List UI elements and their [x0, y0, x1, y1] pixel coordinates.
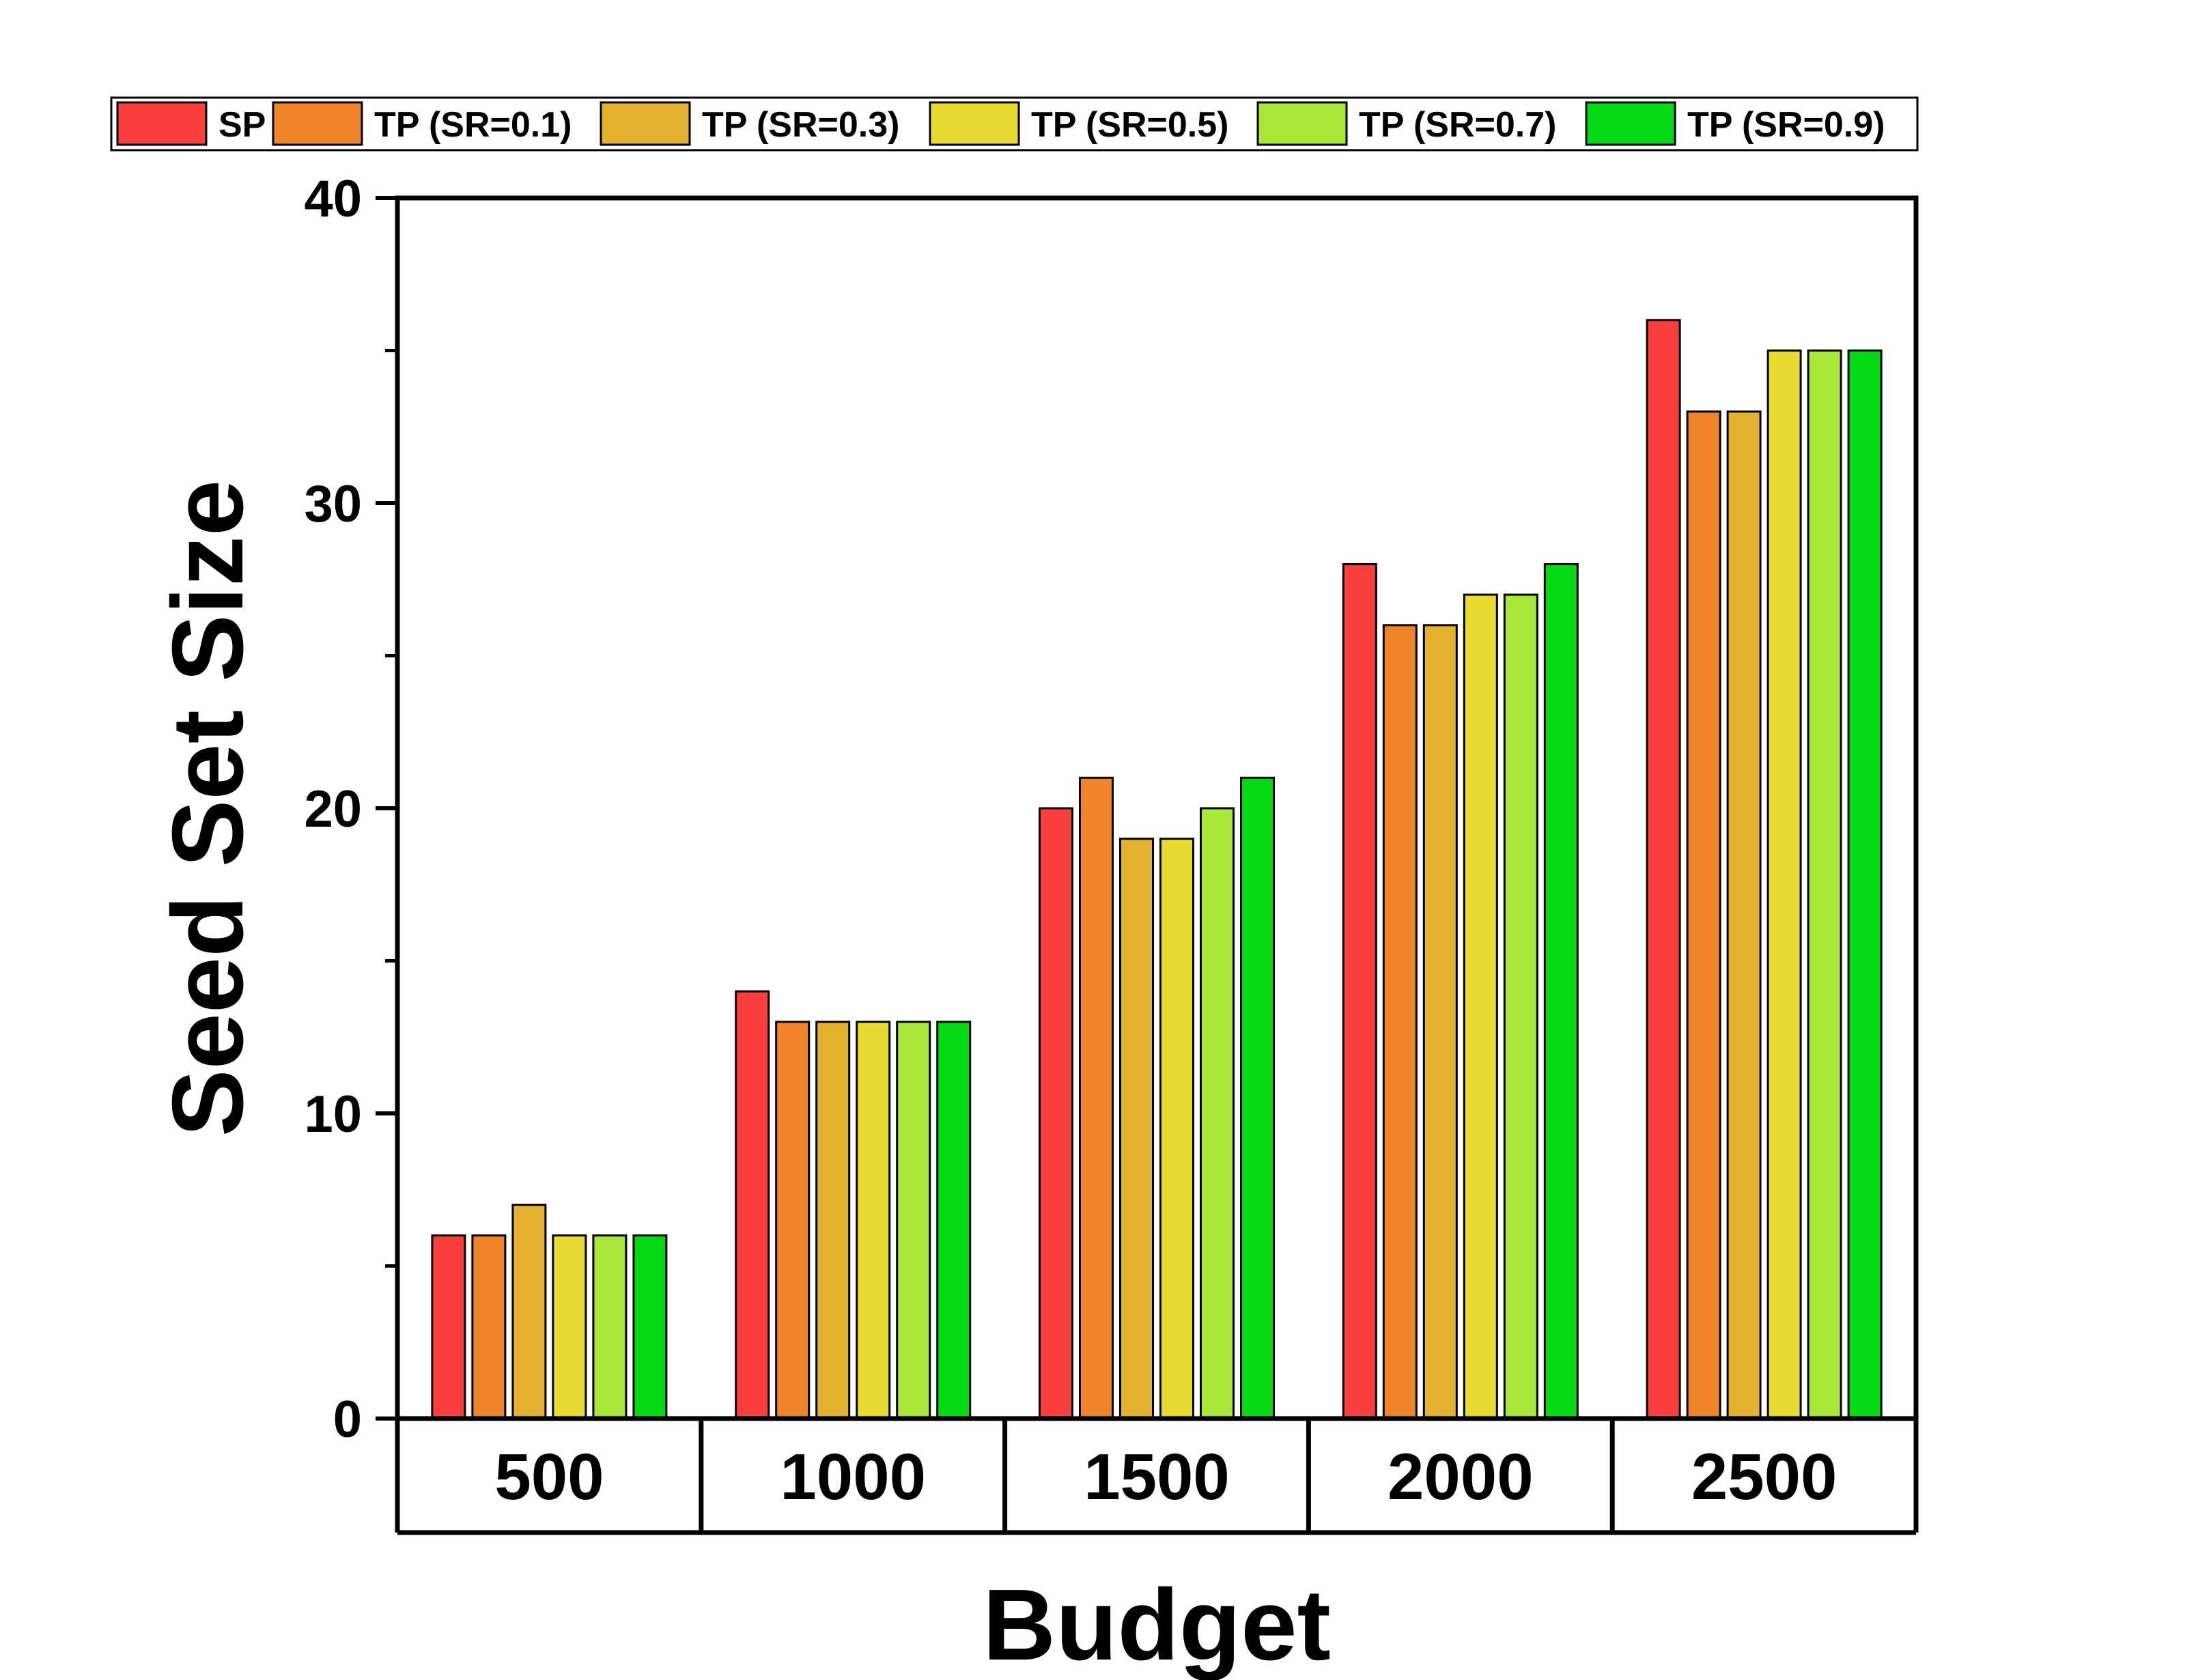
legend-label-2: TP (SR=0.3) — [702, 105, 899, 145]
legend-label-1: TP (SR=0.1) — [374, 105, 572, 145]
legend-swatch-2 — [600, 101, 691, 146]
legend-label-3: TP (SR=0.5) — [1031, 105, 1228, 145]
bar-2500-series-2 — [1726, 410, 1762, 1420]
bar-500-series-0 — [431, 1234, 466, 1420]
bar-1000-series-5 — [936, 1021, 972, 1420]
bar-2000-series-4 — [1503, 593, 1538, 1420]
bar-1500-series-1 — [1079, 776, 1114, 1420]
bar-500-series-1 — [471, 1234, 507, 1420]
bar-500-series-2 — [511, 1204, 547, 1420]
bar-2000-series-2 — [1422, 624, 1458, 1420]
y-tick-label: 20 — [304, 780, 362, 838]
x-axis-title: Budget — [983, 1569, 1331, 1680]
bar-1000-series-2 — [815, 1021, 851, 1420]
bar-2000-series-1 — [1382, 624, 1418, 1420]
y-axis: 0 10 20 30 40 — [304, 170, 397, 1449]
bar-2000-series-0 — [1342, 563, 1377, 1420]
x-tick-label: 500 — [494, 1440, 604, 1513]
legend-swatch-3 — [929, 101, 1020, 146]
bar-2500-series-1 — [1686, 410, 1721, 1420]
bar-1000-series-1 — [775, 1021, 811, 1420]
bar-1500-series-0 — [1039, 807, 1073, 1420]
bar-2500-series-4 — [1807, 350, 1842, 1420]
bar-1500-series-3 — [1159, 838, 1194, 1420]
bar-2500-series-0 — [1646, 319, 1681, 1420]
x-tick-label: 1000 — [780, 1440, 926, 1513]
bar-1000-series-0 — [735, 990, 770, 1420]
bar-500-series-5 — [632, 1234, 668, 1420]
x-tick-label: 2000 — [1388, 1440, 1534, 1513]
bar-1500-series-5 — [1240, 776, 1275, 1420]
bar-2500-series-3 — [1766, 350, 1802, 1420]
legend-label-4: TP (SR=0.7) — [1359, 105, 1556, 145]
legend-label-0: SP — [219, 105, 266, 145]
legend-label-5: TP (SR=0.9) — [1687, 105, 1885, 145]
x-tick-label: 1500 — [1084, 1440, 1230, 1513]
bar-500-series-3 — [552, 1234, 587, 1420]
bar-1500-series-4 — [1200, 807, 1235, 1420]
bar-2000-series-3 — [1463, 593, 1498, 1420]
bar-500-series-4 — [592, 1234, 628, 1420]
bar-1500-series-2 — [1119, 838, 1154, 1420]
y-tick-label: 0 — [333, 1391, 362, 1449]
y-axis-title: Seed Set Size — [152, 480, 264, 1137]
legend-swatch-5 — [1585, 101, 1676, 146]
x-tick-label: 2500 — [1691, 1440, 1838, 1513]
bar-2000-series-5 — [1543, 563, 1579, 1420]
x-axis: 500 1000 1500 2000 2500 — [395, 1419, 1919, 1535]
bars — [431, 319, 1883, 1420]
bar-1000-series-3 — [856, 1021, 891, 1420]
y-tick-label: 30 — [304, 475, 362, 533]
bar-2500-series-5 — [1847, 350, 1883, 1420]
legend-swatch-0 — [116, 101, 208, 146]
y-tick-label: 40 — [304, 170, 362, 228]
y-tick-label: 10 — [304, 1085, 362, 1143]
legend: SP TP (SR=0.1) TP (SR=0.3) TP (SR=0.5) TP (S… — [110, 96, 1919, 152]
legend-swatch-1 — [272, 101, 363, 146]
bar-1000-series-4 — [896, 1021, 931, 1420]
legend-swatch-4 — [1256, 101, 1348, 146]
